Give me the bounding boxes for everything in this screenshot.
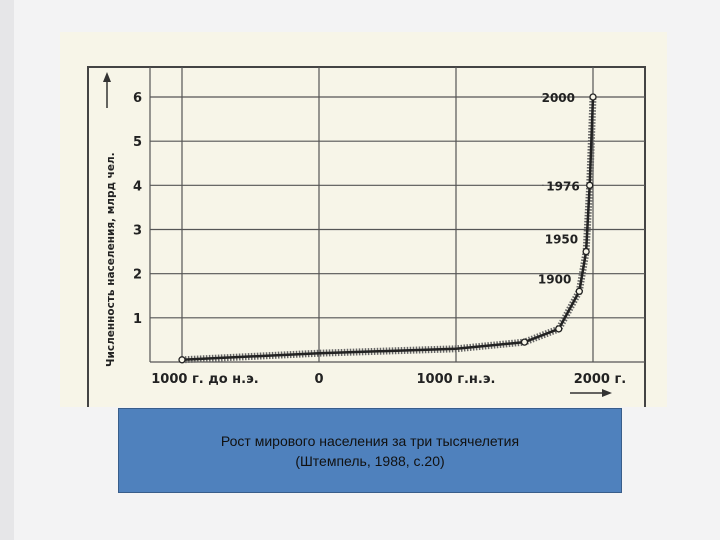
x-axis-arrow: [570, 389, 612, 397]
data-point-3: [575, 287, 583, 295]
chart-annotations: 2000 1976 1950 1900: [538, 91, 580, 286]
y-tick-label-4: 5: [133, 135, 142, 150]
annotation-label-2: 1950: [545, 233, 578, 247]
x-tick-label-1: 0: [314, 372, 323, 387]
y-tick-label-0: 1: [133, 312, 142, 327]
annotation-label-1: 1976: [546, 179, 579, 193]
data-point-6: [589, 93, 597, 101]
annotation-label-0: 2000: [542, 91, 575, 105]
population-chart: 1000 г. до н.э. 0 1000 г.н.э. 2000 г. 1 2 3 4 5…: [87, 66, 646, 407]
data-point-5: [586, 181, 594, 189]
x-tick-labels: 1000 г. до н.э. 0 1000 г.н.э. 2000 г.: [151, 372, 626, 387]
annotation-label-3: 1900: [538, 272, 571, 286]
data-point-2: [555, 325, 563, 333]
data-point-4: [582, 247, 590, 256]
series-line-0: [181, 96, 595, 362]
slide-left-stripe: [0, 0, 14, 540]
caption-title: Рост мирового населения за три тысячелет…: [220, 432, 520, 449]
y-tick-label-1: 2: [133, 268, 142, 283]
data-point-1: [520, 338, 529, 346]
y-tick-labels: 1 2 3 4 5 6: [133, 91, 142, 327]
chart-frame: [87, 66, 646, 407]
data-point-0: [178, 356, 186, 364]
y-tick-label-5: 6: [133, 91, 142, 106]
series-hatch-0: [181, 96, 597, 364]
x-tick-label-3: 2000 г.: [574, 372, 626, 387]
caption-source: (Штемпель, 1988, с.20): [295, 452, 445, 469]
y-arrow-head-icon: [103, 72, 111, 82]
y-axis-title: Численность населения, млрд чел.: [103, 72, 117, 367]
y-axis-label: Численность населения, млрд чел.: [105, 152, 117, 367]
x-tick-label-2: 1000 г.н.э.: [416, 372, 495, 387]
chart-grid: [149, 67, 645, 363]
y-tick-label-2: 3: [133, 224, 142, 239]
x-tick-label-0: 1000 г. до н.э.: [151, 372, 259, 387]
x-arrow-head-icon: [602, 389, 612, 397]
caption-box: Рост мирового населения за три тысячелет…: [118, 408, 622, 493]
chart-scan-image: 1000 г. до н.э. 0 1000 г.н.э. 2000 г. 1 2 3 4 5…: [60, 32, 667, 407]
chart-series: [181, 96, 597, 364]
y-tick-label-3: 4: [133, 179, 142, 194]
chart-markers: [178, 93, 597, 364]
